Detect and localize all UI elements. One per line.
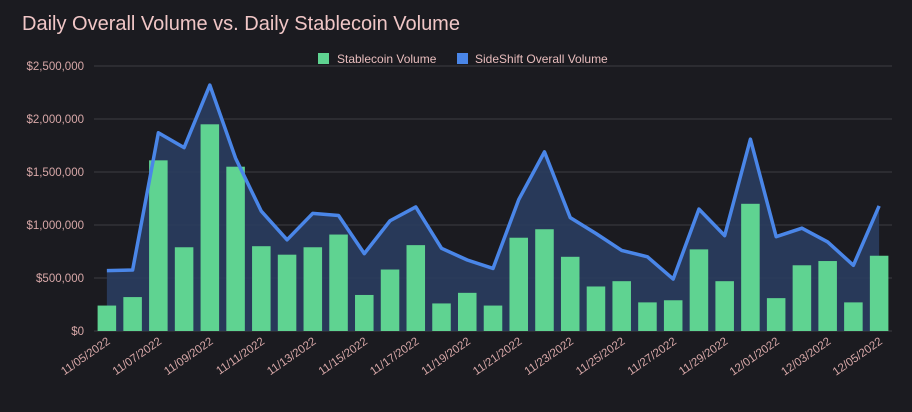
- bar-stablecoin-11-23-2022[interactable]: [560, 256, 580, 331]
- x-tick-label: 11/19/2022: [420, 336, 473, 378]
- bar-stablecoin-11-05-2022[interactable]: [97, 305, 117, 331]
- legend-item-sideshift[interactable]: SideShift Overall Volume: [457, 52, 608, 66]
- bar-stablecoin-11-11-2022[interactable]: [252, 246, 271, 331]
- x-tick-label: 12/05/2022: [831, 336, 885, 379]
- legend-swatch-stablecoin: [318, 53, 329, 64]
- bar-stablecoin-11-09-2022[interactable]: [200, 124, 220, 331]
- x-tick-label: 11/07/2022: [111, 336, 164, 378]
- x-tick-label: 11/17/2022: [368, 336, 421, 378]
- bar-stablecoin-12-05-2022[interactable]: [869, 255, 889, 331]
- bar-stablecoin-11-27-2022[interactable]: [663, 300, 683, 331]
- bar-stablecoin-12-03-2022[interactable]: [818, 261, 837, 331]
- bar-stablecoin-11-13-2022[interactable]: [303, 247, 323, 331]
- bar-stablecoin-11-07-2022[interactable]: [149, 160, 168, 331]
- legend-item-stablecoin[interactable]: Stablecoin Volume: [318, 52, 437, 66]
- x-tick-label: 11/27/2022: [626, 336, 679, 378]
- bar-stablecoin-11-22-2022[interactable]: [535, 229, 554, 331]
- bar-stablecoin-11-25-2022[interactable]: [612, 281, 631, 331]
- x-tick-label: 11/09/2022: [162, 336, 215, 378]
- bar-stablecoin-11-14-2022[interactable]: [329, 234, 348, 331]
- y-tick-label: $500,000: [36, 273, 84, 285]
- x-axis: 11/05/202211/07/202211/09/202211/11/2022…: [59, 336, 885, 379]
- bar-stablecoin-11-26-2022[interactable]: [638, 302, 657, 331]
- bar-stablecoin-11-15-2022[interactable]: [355, 294, 374, 331]
- bar-stablecoin-11-21-2022[interactable]: [509, 237, 529, 331]
- bar-stablecoin-11-12-2022[interactable]: [277, 254, 297, 331]
- stablecoin-bars: [97, 124, 889, 331]
- bar-stablecoin-11-30-2022[interactable]: [741, 203, 760, 331]
- x-tick-label: 11/15/2022: [317, 336, 370, 378]
- legend-swatch-sideshift: [457, 53, 468, 64]
- bar-stablecoin-11-08-2022[interactable]: [174, 247, 194, 331]
- bar-stablecoin-11-17-2022[interactable]: [406, 245, 426, 331]
- bar-stablecoin-11-19-2022[interactable]: [457, 292, 477, 331]
- bar-stablecoin-11-16-2022[interactable]: [380, 269, 400, 331]
- legend[interactable]: Stablecoin Volume SideShift Overall Volu…: [318, 52, 608, 66]
- x-tick-label: 11/29/2022: [677, 336, 730, 378]
- x-tick-label: 11/25/2022: [574, 336, 627, 378]
- bar-stablecoin-11-29-2022[interactable]: [715, 281, 734, 331]
- bar-stablecoin-11-18-2022[interactable]: [432, 303, 451, 331]
- sideshift-area-fill: [106, 85, 880, 331]
- bar-stablecoin-12-02-2022[interactable]: [792, 265, 812, 331]
- bar-stablecoin-12-01-2022[interactable]: [766, 298, 786, 331]
- bar-stablecoin-11-20-2022[interactable]: [483, 305, 503, 331]
- y-tick-label: $0: [71, 326, 84, 338]
- x-tick-label: 11/13/2022: [265, 336, 318, 378]
- y-axis: $0 $500,000 $1,000,000 $1,500,000 $2,000,000…: [26, 61, 84, 338]
- legend-label-stablecoin: Stablecoin Volume: [337, 52, 437, 66]
- bar-stablecoin-11-24-2022[interactable]: [586, 286, 606, 331]
- x-tick-label: 12/01/2022: [728, 336, 782, 379]
- bar-stablecoin-11-10-2022[interactable]: [226, 166, 245, 331]
- x-tick-label: 12/03/2022: [779, 336, 833, 379]
- x-tick-label: 11/11/2022: [214, 336, 267, 378]
- x-tick-label: 11/21/2022: [471, 336, 524, 378]
- y-tick-label: $1,000,000: [26, 220, 84, 232]
- bar-stablecoin-11-06-2022[interactable]: [123, 297, 142, 331]
- y-tick-label: $2,000,000: [26, 114, 84, 126]
- x-tick-label: 11/23/2022: [523, 336, 576, 378]
- sideshift-line-group: [106, 83, 881, 281]
- x-tick-label: 11/05/2022: [59, 336, 112, 378]
- legend-label-sideshift: SideShift Overall Volume: [475, 52, 608, 66]
- y-tick-label: $2,500,000: [26, 61, 84, 73]
- chart-title: Daily Overall Volume vs. Daily Stablecoi…: [22, 13, 460, 35]
- bar-stablecoin-11-28-2022[interactable]: [689, 249, 709, 331]
- bar-stablecoin-12-04-2022[interactable]: [844, 302, 863, 331]
- y-tick-label: $1,500,000: [26, 167, 84, 179]
- sideshift-area: [106, 85, 880, 331]
